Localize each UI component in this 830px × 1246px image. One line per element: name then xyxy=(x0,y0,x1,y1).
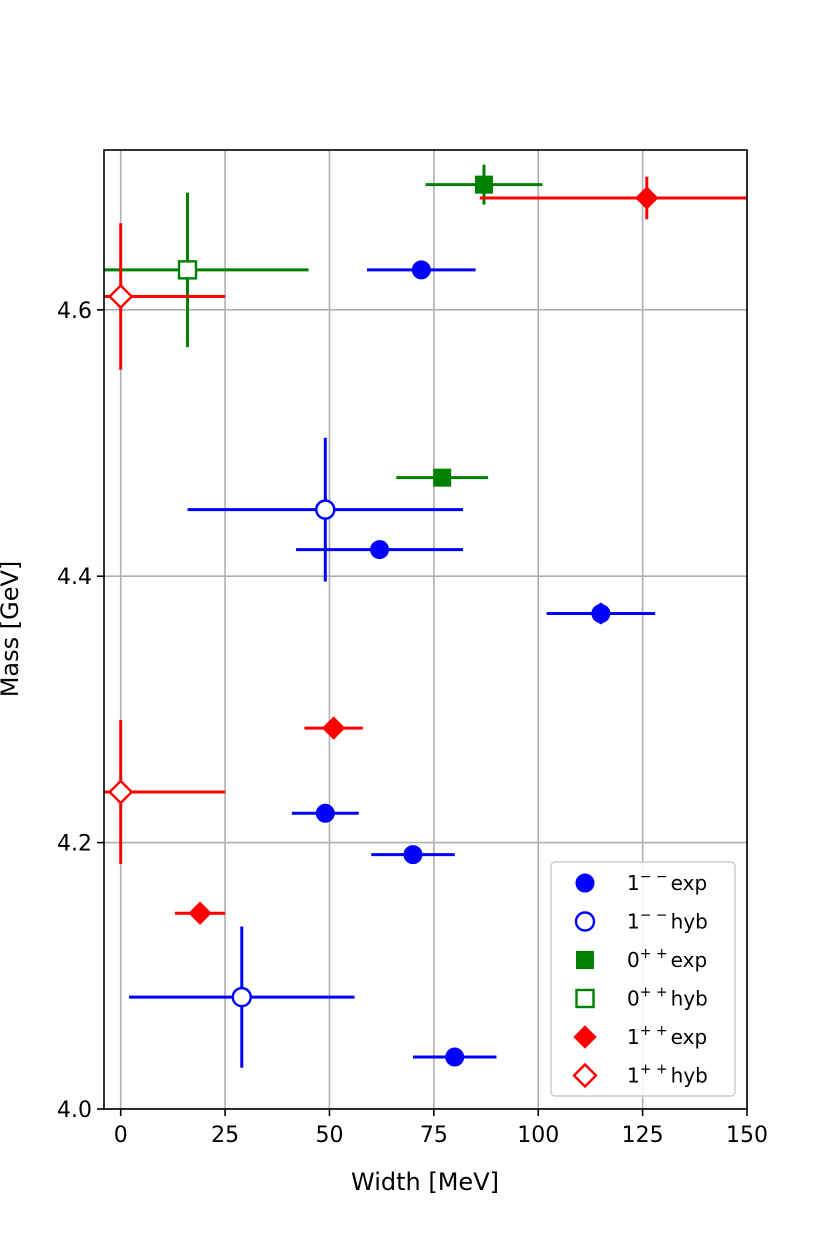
y-axis-label: Mass [GeV] xyxy=(0,561,24,698)
series-hyb-diamond xyxy=(104,223,226,864)
data-point xyxy=(591,604,611,624)
data-point xyxy=(433,468,452,487)
series-hyb-square xyxy=(104,192,309,348)
legend-label-suffix: exp xyxy=(671,948,707,972)
data-point xyxy=(445,1047,465,1067)
x-tick-label: 50 xyxy=(315,1123,343,1148)
y-tick-label: 4.2 xyxy=(57,832,92,857)
y-tick-label: 4.4 xyxy=(57,565,92,590)
legend-label-superscript: − − xyxy=(640,908,668,924)
series-exp-square xyxy=(396,164,543,487)
plot-frame xyxy=(103,149,748,1110)
legend-label-suffix: exp xyxy=(671,871,707,895)
data-point xyxy=(315,803,335,823)
legend-marker xyxy=(572,1062,598,1089)
data-point xyxy=(321,716,346,740)
legend-label-superscript: + + xyxy=(640,985,668,1001)
data-point xyxy=(315,499,336,520)
data-point xyxy=(411,260,431,280)
data-point xyxy=(635,186,659,210)
legend-marker xyxy=(574,911,596,932)
data-point xyxy=(188,901,212,925)
data-point xyxy=(370,540,390,560)
legend-label-superscript: + + xyxy=(640,1062,668,1078)
data-layer xyxy=(104,164,747,1068)
series-hyb-circle xyxy=(129,437,464,1068)
x-axis-label: Width [MeV] xyxy=(351,1168,499,1196)
series-exp-circle xyxy=(291,260,656,1067)
legend-label-suffix: hyb xyxy=(671,910,708,934)
legend-label-suffix: hyb xyxy=(671,987,708,1011)
legend-marker xyxy=(576,951,594,969)
legend-marker xyxy=(575,988,595,1009)
data-point xyxy=(474,175,493,194)
x-tick-label: 25 xyxy=(211,1123,239,1148)
legend-label-superscript: + + xyxy=(640,946,668,962)
x-tick-label: 100 xyxy=(517,1123,559,1148)
data-point xyxy=(177,260,198,280)
data-point xyxy=(108,283,134,310)
x-tick-label: 150 xyxy=(726,1123,768,1148)
legend-label-suffix: hyb xyxy=(671,1064,708,1088)
legend-label-superscript: − − xyxy=(640,869,668,885)
data-point xyxy=(403,845,423,865)
series-exp-diamond xyxy=(174,176,747,925)
legend-marker xyxy=(573,1025,597,1049)
legend-marker xyxy=(575,873,595,893)
y-tick-label: 4.0 xyxy=(57,1098,92,1123)
y-tick-label: 4.6 xyxy=(57,299,92,324)
x-tick-label: 75 xyxy=(420,1123,448,1148)
legend-box xyxy=(550,861,736,1097)
x-tick-label: 0 xyxy=(114,1123,128,1148)
legend-label-suffix: exp xyxy=(671,1025,707,1049)
data-point xyxy=(108,779,134,805)
data-point xyxy=(231,986,252,1008)
legend-label-superscript: + + xyxy=(640,1023,668,1039)
legend-label: 1− − exp xyxy=(627,869,707,895)
axis-ticks: 0 25 50 75 100 125 150 4.0 4.2 4.4 4.6 xyxy=(57,299,768,1148)
x-tick-label: 125 xyxy=(622,1123,664,1148)
